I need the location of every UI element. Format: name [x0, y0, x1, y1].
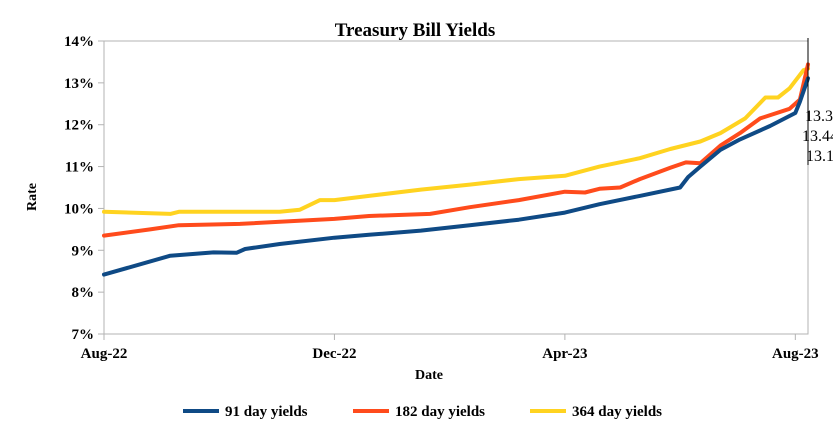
legend-item-91-day: 91 day yields — [183, 404, 308, 420]
legend-label: 182 day yields — [395, 404, 485, 420]
x-tick-label: Aug-22 — [81, 346, 128, 362]
y-tick-label: 12% — [64, 118, 94, 134]
plot-area — [103, 40, 809, 335]
x-tick-label: Aug-23 — [772, 346, 819, 362]
series-line-91-day — [102, 76, 810, 277]
legend-label: 364 day yields — [572, 404, 662, 420]
y-tick-label: 8% — [72, 285, 95, 301]
x-tick-label: Dec-22 — [312, 346, 356, 362]
annotation-364: 13.34% — [805, 108, 833, 125]
series-line-182-day — [102, 62, 810, 238]
y-tick-label: 10% — [64, 201, 94, 217]
legend-item-364-day: 364 day yields — [530, 404, 662, 420]
y-tick-label: 13% — [64, 76, 94, 92]
annotation-91: 13.11% — [806, 148, 833, 165]
y-tick-label: 14% — [64, 34, 94, 50]
y-axis-label: Rate — [25, 183, 40, 211]
chart-title: Treasury Bill Yields — [335, 20, 495, 41]
y-tick-label: 9% — [72, 243, 95, 259]
x-axis-label: Date — [415, 368, 443, 383]
series-line-364-day — [102, 66, 810, 216]
y-tick-label: 7% — [72, 327, 95, 343]
y-tick-label: 11% — [65, 160, 94, 176]
legend-item-182-day: 182 day yields — [353, 404, 485, 420]
legend-label: 91 day yields — [225, 404, 308, 420]
annotation-182: 13.44% — [802, 128, 833, 145]
legend: 91 day yields 182 day yields 364 day yield… — [183, 404, 662, 420]
x-tick-label: Apr-23 — [542, 346, 587, 362]
